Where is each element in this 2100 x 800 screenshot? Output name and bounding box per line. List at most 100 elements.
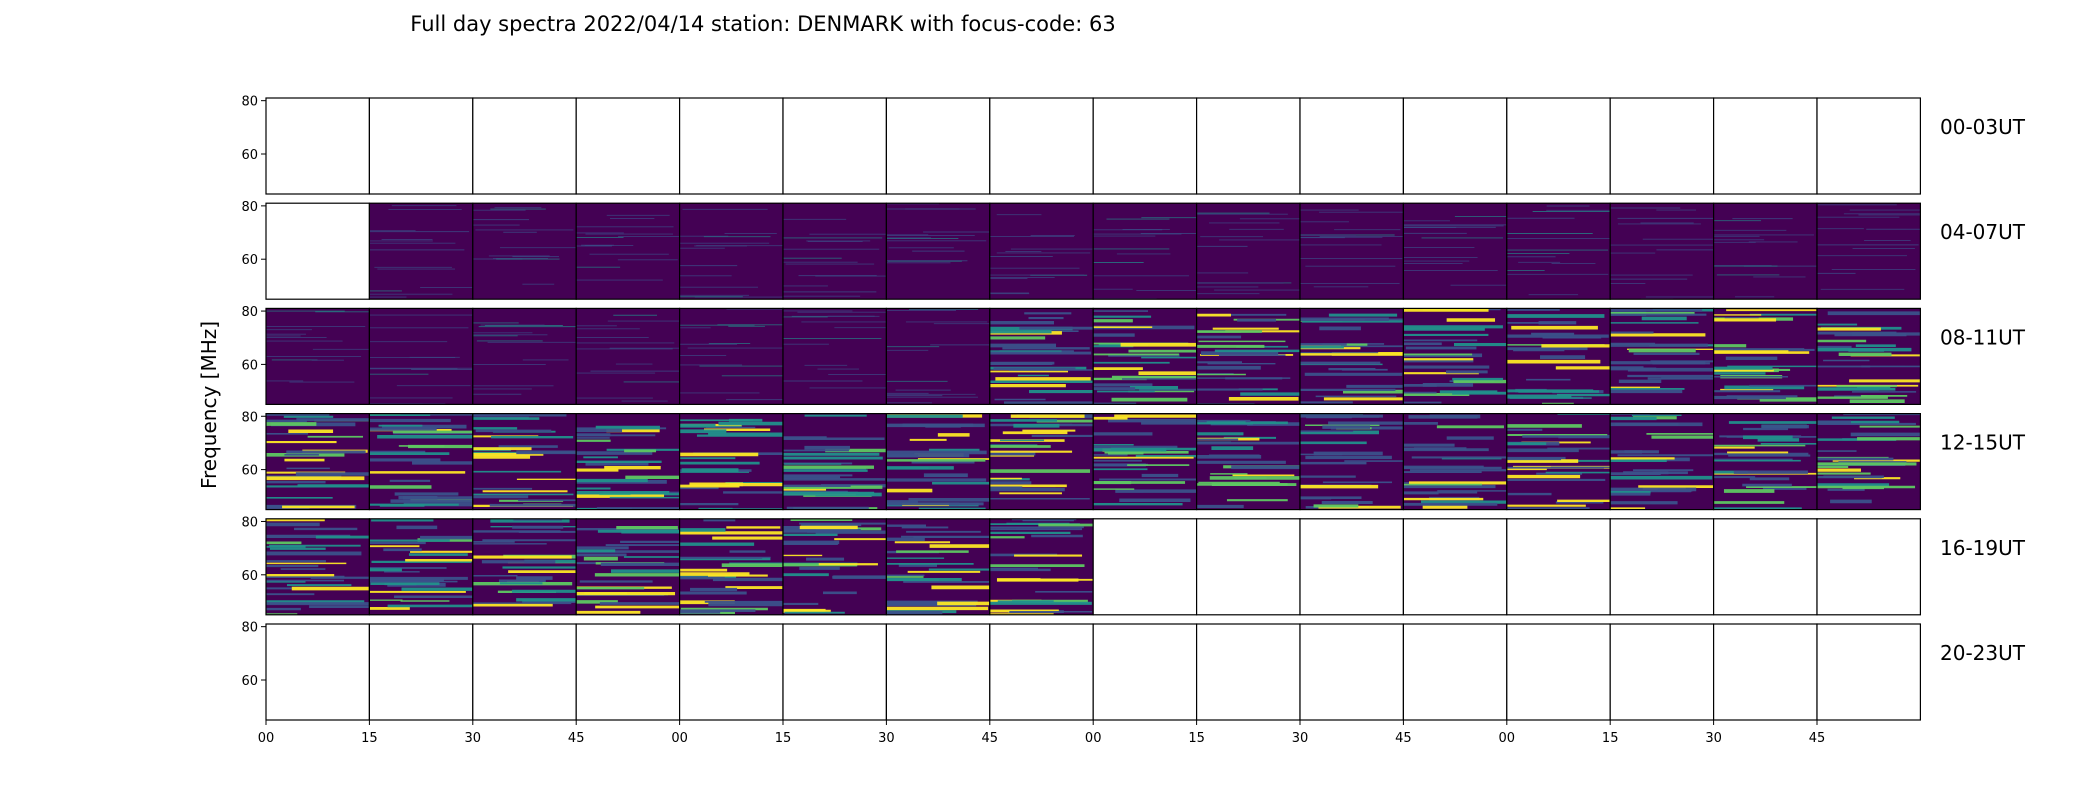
spectrum-panel [782, 413, 888, 511]
y-tick-label: 60 [241, 148, 258, 163]
x-tick-label: 15 [1188, 731, 1205, 746]
spectrum-panel [885, 97, 991, 195]
spectrum-panel [989, 518, 1094, 616]
spectra-row: 80 60 08-11UT [241, 305, 2026, 405]
y-tick-label: 60 [241, 674, 258, 689]
spectrum-panel [575, 413, 681, 511]
spectrum-panel [1402, 623, 1508, 721]
spectrum-panel [1816, 518, 1922, 616]
y-tick-label: 80 [241, 515, 258, 530]
spectrum-panel [782, 623, 888, 721]
empty-panel [989, 98, 1094, 194]
spectrum-panel [368, 307, 474, 405]
spectrum-panel [1506, 307, 1611, 405]
spectrum-panel [575, 518, 681, 616]
spectrum-panel [1092, 307, 1198, 405]
spectrum-panel [265, 307, 371, 405]
spectrum-panel [1092, 202, 1198, 300]
spectrum-panel [782, 518, 888, 616]
empty-panel [1506, 624, 1611, 720]
chart-title: Full day spectra 2022/04/14 station: DEN… [410, 12, 1115, 36]
y-tick-label: 60 [241, 569, 258, 584]
spectrum-panel [368, 202, 474, 300]
spectrum-background [1610, 203, 1714, 300]
spectrum-panel [1712, 413, 1818, 511]
spectrum-panel [989, 413, 1094, 511]
empty-panel [1506, 98, 1611, 194]
spectrum-panel [265, 518, 371, 616]
spectrum-panel [1609, 623, 1715, 721]
empty-panel [576, 98, 680, 194]
spectrum-panel [1816, 97, 1922, 195]
empty-panel [266, 624, 370, 720]
spectrum-background [886, 308, 990, 405]
spectrum-panel [1299, 518, 1405, 616]
spectrum-background [1300, 203, 1404, 300]
spectrum-background [1506, 203, 1611, 300]
spectrum-panel [1195, 413, 1301, 511]
y-tick-label: 80 [241, 200, 258, 215]
row-time-label: 16-19UT [1940, 536, 2026, 560]
row-time-label: 04-07UT [1940, 220, 2026, 244]
spectrum-panel [368, 413, 474, 511]
row-time-label: 00-03UT [1940, 115, 2026, 139]
panel-frame [1816, 97, 1922, 195]
spectrum-panel [1299, 413, 1405, 511]
spectra-row: 80 60 20-23UT [241, 621, 2026, 721]
row-time-label: 20-23UT [1940, 641, 2026, 665]
empty-panel [1196, 624, 1300, 720]
spectrum-panel [1609, 307, 1715, 405]
spectrum-background [472, 203, 577, 300]
spectrum-background [1817, 203, 1921, 300]
spectrum-background [576, 518, 680, 615]
spectrum-panel [575, 97, 681, 195]
spectrum-panel [1506, 413, 1611, 511]
empty-panel [1817, 624, 1921, 720]
empty-panel [1403, 518, 1507, 615]
empty-panel [1506, 518, 1611, 615]
spectrum-background [679, 203, 783, 300]
x-tick-label: 45 [1395, 731, 1412, 746]
spectrum-panel [472, 97, 577, 195]
y-tick-label: 80 [241, 95, 258, 110]
empty-panel [1403, 624, 1507, 720]
spectrum-panel [1195, 97, 1301, 195]
spectrum-panel [1609, 202, 1715, 300]
empty-panel [1713, 98, 1817, 194]
x-tick-label: 00 [1499, 731, 1516, 746]
spectrum-background [1300, 308, 1404, 405]
spectrum-background [576, 308, 680, 405]
spectrum-panel [1402, 202, 1508, 300]
spectrum-panel [885, 307, 991, 405]
empty-panel [1610, 98, 1714, 194]
spectrum-background [1093, 413, 1197, 510]
panel-frame [1816, 307, 1922, 405]
spectrum-panel [575, 623, 681, 721]
spectrum-panel [1092, 97, 1198, 195]
spectrum-panel [575, 307, 681, 405]
empty-panel [1300, 624, 1404, 720]
spectrum-panel [575, 202, 681, 300]
y-tick-label: 60 [241, 358, 258, 373]
spectra-grid: 80 60 00-03UT 80 60 04-07UT 80 60 08-11UT 80 60 12-… [241, 95, 2026, 721]
spectrum-panel [1816, 623, 1922, 721]
x-tick-label: 00 [258, 731, 275, 746]
empty-panel [1300, 518, 1404, 615]
spectrum-panel [1712, 97, 1818, 195]
y-tick-label: 80 [241, 621, 258, 636]
spectrum-background [989, 413, 1094, 510]
x-tick-label: 15 [1602, 731, 1619, 746]
x-tick-label: 45 [568, 731, 585, 746]
spectrum-panel [782, 307, 888, 405]
empty-panel [1093, 518, 1197, 615]
x-tick-label: 45 [1809, 731, 1826, 746]
spectrum-panel [1299, 97, 1405, 195]
spectrum-panel [989, 97, 1094, 195]
spectrum-panel [265, 413, 371, 511]
spectrum-panel [1402, 518, 1508, 616]
spectrum-panel [678, 202, 784, 300]
spectrum-panel [1816, 413, 1922, 511]
empty-panel [679, 624, 783, 720]
x-tick-label: 30 [878, 731, 895, 746]
